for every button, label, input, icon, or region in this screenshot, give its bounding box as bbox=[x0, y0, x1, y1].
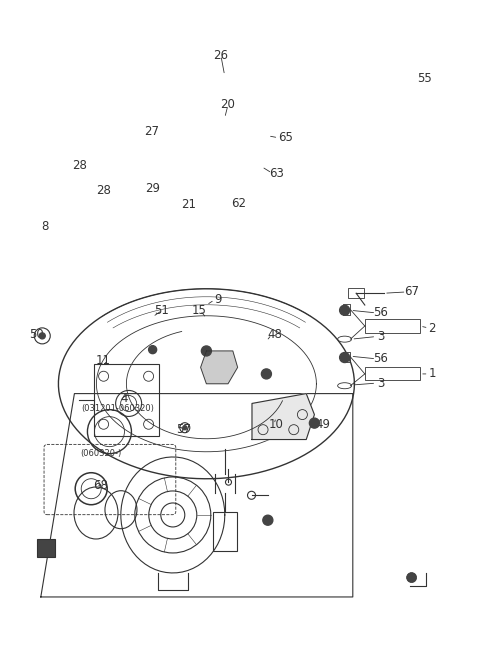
Text: (060320-): (060320-) bbox=[80, 449, 121, 459]
Text: 1: 1 bbox=[428, 367, 436, 380]
Polygon shape bbox=[201, 351, 238, 384]
Text: 4: 4 bbox=[120, 392, 128, 405]
Text: 63: 63 bbox=[270, 167, 284, 180]
Circle shape bbox=[149, 346, 156, 354]
Circle shape bbox=[263, 515, 273, 525]
Circle shape bbox=[262, 369, 271, 379]
Bar bbox=[213, 512, 237, 551]
Text: 3: 3 bbox=[377, 377, 384, 390]
Text: 29: 29 bbox=[145, 182, 160, 195]
Bar bbox=[365, 319, 420, 333]
Text: 27: 27 bbox=[144, 125, 159, 138]
Circle shape bbox=[340, 352, 349, 363]
Text: 21: 21 bbox=[180, 198, 196, 211]
Text: 57: 57 bbox=[177, 423, 191, 436]
Circle shape bbox=[39, 333, 45, 339]
Text: 65: 65 bbox=[278, 131, 293, 144]
Text: 56: 56 bbox=[373, 306, 388, 319]
Circle shape bbox=[183, 426, 187, 430]
Text: 68: 68 bbox=[94, 479, 108, 492]
Text: 67: 67 bbox=[404, 285, 419, 298]
Text: 50: 50 bbox=[30, 328, 44, 341]
Text: 28: 28 bbox=[72, 159, 86, 172]
Circle shape bbox=[202, 346, 211, 356]
Text: 2: 2 bbox=[428, 321, 436, 335]
Bar bbox=[94, 364, 158, 436]
Text: 15: 15 bbox=[192, 304, 206, 317]
Bar bbox=[348, 288, 364, 298]
Text: 55: 55 bbox=[418, 72, 432, 85]
Text: 11: 11 bbox=[96, 354, 111, 367]
Text: 48: 48 bbox=[268, 328, 282, 341]
Text: 3: 3 bbox=[377, 330, 384, 343]
Text: 26: 26 bbox=[213, 49, 228, 62]
Text: 8: 8 bbox=[41, 220, 48, 233]
Circle shape bbox=[340, 305, 349, 316]
Text: 56: 56 bbox=[373, 352, 388, 365]
Text: 10: 10 bbox=[269, 418, 283, 431]
Text: 51: 51 bbox=[155, 304, 169, 317]
Text: 28: 28 bbox=[96, 184, 110, 197]
Circle shape bbox=[407, 573, 417, 583]
Circle shape bbox=[310, 418, 319, 428]
Polygon shape bbox=[252, 394, 314, 440]
Text: 20: 20 bbox=[221, 98, 235, 112]
Bar bbox=[36, 539, 55, 557]
Bar bbox=[365, 367, 420, 380]
Text: 49: 49 bbox=[315, 418, 331, 431]
Text: 9: 9 bbox=[215, 293, 222, 306]
Text: 62: 62 bbox=[231, 197, 246, 210]
Text: (031201-060320): (031201-060320) bbox=[81, 403, 154, 413]
